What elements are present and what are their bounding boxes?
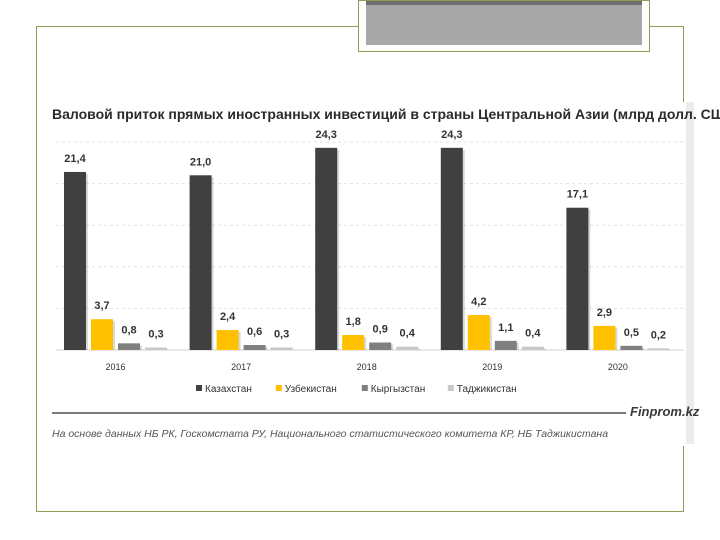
bar-chart: 21,4 3,7 0,8 0,3 2016 21,0 2,4 0,6 0,3 2017 24,3 1,… xyxy=(56,130,684,395)
bar xyxy=(440,147,463,350)
data-label: 24,3 xyxy=(315,130,336,141)
legend-label: Кыргызстан xyxy=(371,384,425,395)
data-label: 17,1 xyxy=(567,189,588,201)
x-tick-label: 2019 xyxy=(482,362,502,372)
legend-swatch xyxy=(447,385,454,391)
footer-divider xyxy=(52,412,626,414)
x-tick-label: 2018 xyxy=(357,362,377,372)
data-label: 4,2 xyxy=(471,296,486,308)
bar xyxy=(593,325,616,350)
bar xyxy=(342,335,365,350)
data-label: 0,4 xyxy=(400,328,416,340)
bar xyxy=(243,345,266,350)
bar xyxy=(64,171,86,350)
panel-shadow xyxy=(686,102,694,444)
bar xyxy=(118,343,140,350)
x-tick-label: 2017 xyxy=(231,362,251,372)
top-decoration xyxy=(358,0,650,52)
data-label: 0,3 xyxy=(148,329,163,341)
data-label: 21,0 xyxy=(190,156,211,168)
x-tick-label: 2016 xyxy=(105,362,125,372)
data-label: 0,6 xyxy=(247,326,262,338)
data-label: 2,9 xyxy=(597,307,612,319)
legend-label: Казахстан xyxy=(205,384,252,395)
bar xyxy=(270,347,293,350)
bar xyxy=(91,319,113,350)
brand-label: Finprom.kz xyxy=(630,404,700,419)
bar xyxy=(396,346,419,350)
data-label: 0,8 xyxy=(121,324,136,336)
data-label: 0,4 xyxy=(525,328,541,340)
data-label: 1,8 xyxy=(346,316,361,328)
bar xyxy=(494,340,517,350)
bar xyxy=(620,345,643,350)
legend-swatch xyxy=(196,385,202,391)
data-label: 3,7 xyxy=(94,300,109,312)
data-label: 0,3 xyxy=(274,329,289,341)
data-label: 21,4 xyxy=(64,153,86,165)
legend-swatch xyxy=(275,385,282,391)
x-tick-label: 2020 xyxy=(608,362,628,372)
legend-label: Таджикистан xyxy=(457,384,517,395)
chart-title: Валовой приток прямых иностранных инвест… xyxy=(52,106,720,122)
data-label: 1,1 xyxy=(498,322,513,334)
legend-swatch xyxy=(361,385,368,391)
data-label: 2,4 xyxy=(220,311,236,323)
data-label: 0,5 xyxy=(624,327,639,339)
bar xyxy=(647,348,670,350)
data-label: 0,9 xyxy=(373,324,388,336)
bar xyxy=(145,347,167,350)
bar xyxy=(467,315,490,350)
bar xyxy=(369,342,392,350)
data-label: 0,2 xyxy=(651,329,666,341)
bar xyxy=(566,207,589,350)
bar xyxy=(189,175,212,350)
source-note: На основе данных НБ РК, Госкомстата РУ, … xyxy=(52,428,609,440)
legend-label: Узбекистан xyxy=(285,383,337,395)
data-label: 24,3 xyxy=(441,130,462,141)
bar xyxy=(216,330,239,350)
bar xyxy=(521,346,544,350)
bar xyxy=(315,147,338,350)
